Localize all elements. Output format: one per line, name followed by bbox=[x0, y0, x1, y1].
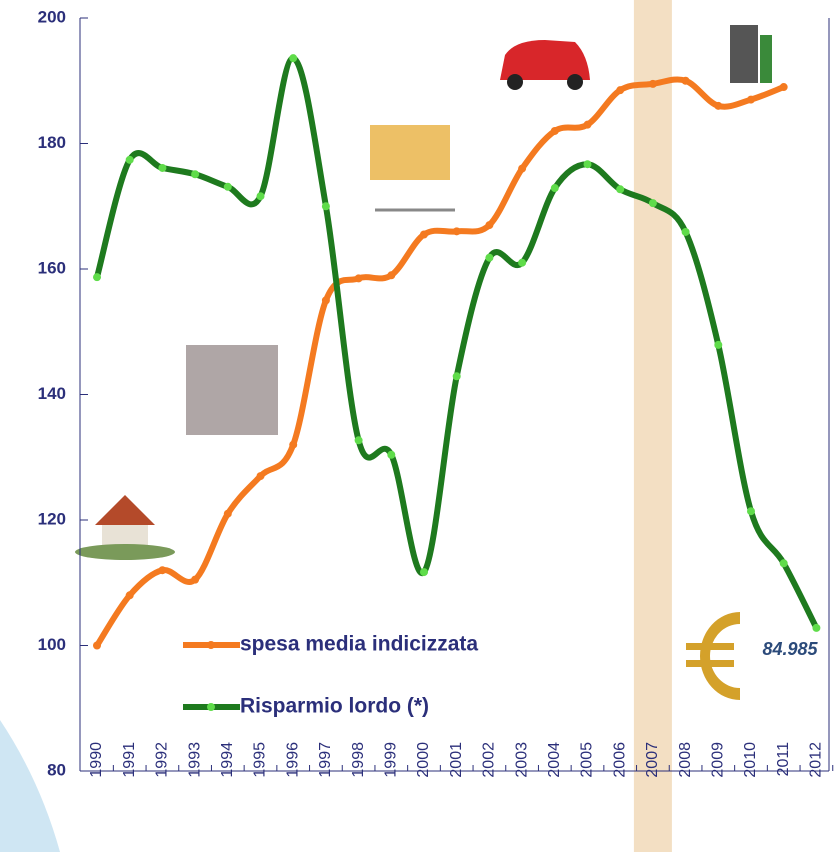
point bbox=[224, 183, 232, 191]
point bbox=[551, 184, 559, 192]
x-tick-label: 1992 bbox=[154, 742, 171, 778]
annotation: 84.985 bbox=[762, 639, 818, 659]
point bbox=[485, 221, 493, 229]
decoration bbox=[0, 720, 60, 852]
x-tick-label: 2005 bbox=[579, 742, 596, 778]
point bbox=[649, 80, 657, 88]
point bbox=[387, 271, 395, 279]
y-tick-label: 200 bbox=[38, 7, 66, 26]
x-tick-label: 1998 bbox=[350, 742, 367, 778]
legend-label: Risparmio lordo (*) bbox=[240, 695, 429, 718]
point bbox=[93, 642, 101, 650]
x-tick-label: 1999 bbox=[383, 742, 400, 778]
point bbox=[649, 199, 657, 207]
point bbox=[158, 164, 166, 172]
x-tick-label: 2012 bbox=[808, 742, 825, 778]
icon-cart bbox=[362, 112, 472, 222]
point bbox=[257, 472, 265, 480]
point bbox=[191, 170, 199, 178]
point bbox=[420, 230, 428, 238]
x-tick-label: 1991 bbox=[121, 742, 138, 778]
point bbox=[257, 192, 265, 200]
x-tick-label: 2006 bbox=[611, 742, 628, 778]
point bbox=[126, 156, 134, 164]
point bbox=[289, 54, 297, 62]
y-tick-label: 180 bbox=[38, 133, 66, 152]
point bbox=[682, 228, 690, 236]
x-tick-label: 1996 bbox=[284, 742, 301, 778]
point bbox=[289, 441, 297, 449]
x-tick-label: 1997 bbox=[317, 742, 334, 778]
x-tick-label: 1994 bbox=[219, 742, 236, 778]
x-tick-label: 2001 bbox=[448, 742, 465, 778]
x-tick-label: 1990 bbox=[88, 742, 105, 778]
point bbox=[584, 160, 592, 168]
x-tick-label: 2011 bbox=[775, 742, 792, 777]
point bbox=[780, 83, 788, 91]
y-tick-label: 80 bbox=[47, 760, 66, 779]
point bbox=[355, 436, 363, 444]
point bbox=[747, 507, 755, 515]
x-tick-label: 2010 bbox=[742, 742, 759, 778]
x-tick-label: 2000 bbox=[415, 742, 432, 778]
y-tick-label: 160 bbox=[38, 258, 66, 277]
point bbox=[453, 372, 461, 380]
chart: 84.985 80 100 120 140 160 180 200 1990 1991 1992 1… bbox=[0, 0, 837, 852]
point bbox=[387, 451, 395, 459]
x-tick-label: 2002 bbox=[481, 742, 498, 778]
point bbox=[812, 624, 820, 632]
icon-euro bbox=[686, 612, 740, 700]
point bbox=[616, 86, 624, 94]
highlight-band bbox=[634, 0, 672, 852]
point bbox=[453, 227, 461, 235]
point bbox=[224, 510, 232, 518]
icon-clothes bbox=[186, 345, 278, 435]
x-tick-label: 2003 bbox=[513, 742, 530, 778]
point bbox=[191, 576, 199, 584]
point bbox=[747, 96, 755, 104]
point bbox=[714, 341, 722, 349]
y-tick-label: 100 bbox=[38, 635, 66, 654]
x-tick-label: 2008 bbox=[677, 742, 694, 778]
icon-fuel bbox=[720, 10, 798, 88]
y-tick-label: 140 bbox=[38, 384, 66, 403]
point bbox=[714, 102, 722, 110]
x-tick-label: 2009 bbox=[710, 742, 727, 778]
point bbox=[420, 568, 428, 576]
x-tick-label: 1995 bbox=[252, 742, 269, 778]
x-tick-label: 2007 bbox=[644, 742, 661, 778]
legend-marker bbox=[207, 641, 215, 649]
x-tick-label: 2004 bbox=[546, 742, 563, 778]
icon-car bbox=[488, 25, 598, 100]
legend-label: spesa media indicizzata bbox=[240, 633, 478, 656]
legend-marker bbox=[207, 703, 215, 711]
point bbox=[126, 591, 134, 599]
point bbox=[93, 273, 101, 281]
point bbox=[518, 165, 526, 173]
point bbox=[158, 566, 166, 574]
point bbox=[485, 254, 493, 262]
point bbox=[616, 185, 624, 193]
point bbox=[355, 274, 363, 282]
point bbox=[780, 559, 788, 567]
y-tick-label: 120 bbox=[38, 509, 66, 528]
point bbox=[518, 259, 526, 267]
point bbox=[584, 121, 592, 129]
icon-house bbox=[68, 485, 198, 565]
point bbox=[322, 202, 330, 210]
point bbox=[322, 296, 330, 304]
point bbox=[682, 77, 690, 85]
x-tick-label: 1993 bbox=[186, 742, 203, 778]
point bbox=[551, 127, 559, 135]
